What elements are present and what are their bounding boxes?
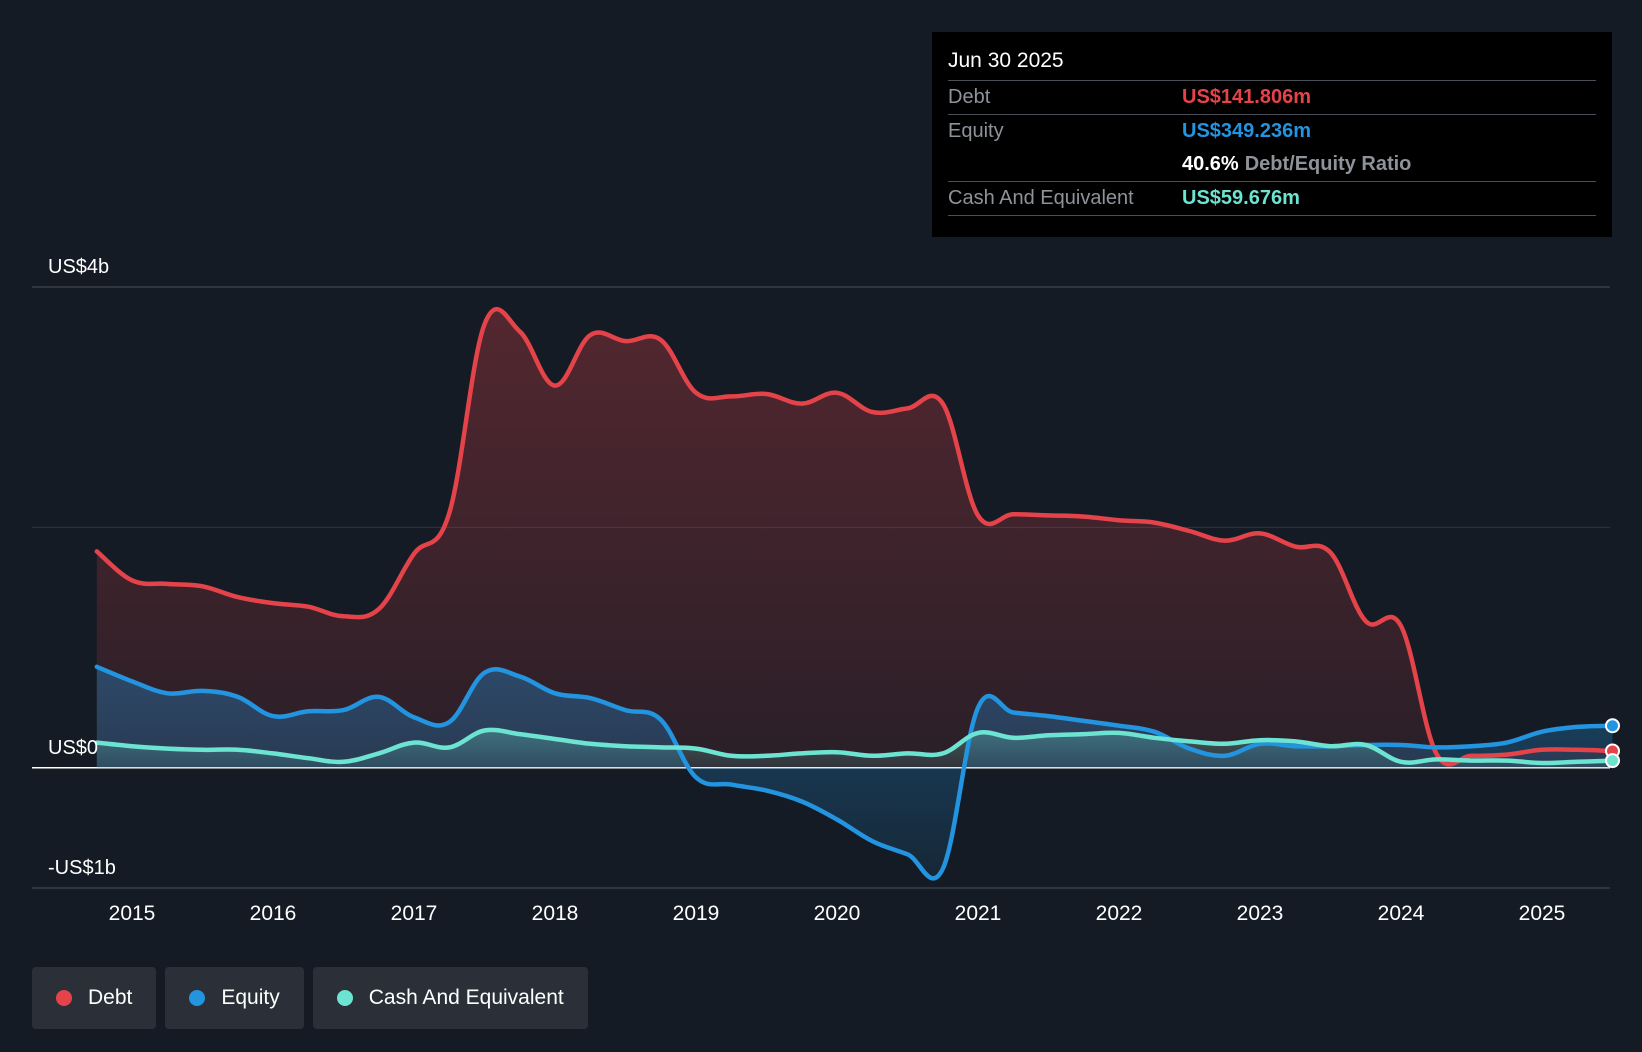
equity-endpoint[interactable] [1605, 718, 1620, 734]
legend-label-debt: Debt [88, 986, 133, 1009]
x-tick-label: 2020 [814, 902, 861, 925]
equity-dot-icon [189, 990, 206, 1006]
series-endpoints [1605, 718, 1620, 769]
y-tick-label: US$0 [48, 737, 98, 759]
tooltip-ratio-row: 40.6% Debt/Equity Ratio [948, 148, 1596, 181]
cash-line [94, 727, 1615, 766]
x-tick-label: 2023 [1237, 902, 1284, 925]
x-axis-ticks: 2015 2016 2017 2018 2019 2020 2021 2022 2023 2024… [109, 902, 1566, 925]
x-tick-label: 2021 [955, 902, 1002, 925]
x-tick-label: 2017 [391, 902, 438, 925]
legend-item-cash[interactable]: Cash And Equivalent [312, 967, 588, 1029]
y-tick-label: US$4b [48, 256, 109, 278]
legend-item-equity[interactable]: Equity [165, 967, 304, 1029]
chart-legend: Debt Equity Cash And Equivalent [32, 967, 588, 1029]
x-tick-label: 2015 [109, 902, 156, 925]
tooltip-equity-label: Equity [948, 120, 1004, 142]
tooltip-equity-value: US$349.236m [1182, 120, 1311, 142]
debt-dot-icon [56, 990, 72, 1006]
tooltip-debt-value: US$141.806m [1182, 86, 1311, 108]
series-lines [94, 307, 1615, 881]
debt-area [96, 309, 1613, 768]
legend-label-equity: Equity [221, 986, 280, 1009]
tooltip-equity-row: Equity US$349.236m [948, 114, 1596, 148]
x-tick-label: 2025 [1519, 902, 1566, 925]
y-axis-ticks: US$4b US$0 -US$1b [48, 256, 116, 879]
x-tick-label: 2019 [673, 902, 720, 925]
x-tick-label: 2016 [250, 902, 297, 925]
cash-endpoint[interactable] [1605, 753, 1620, 769]
x-tick-label: 2018 [532, 902, 579, 925]
legend-item-debt[interactable]: Debt [32, 967, 157, 1029]
cash-area [96, 729, 1613, 768]
x-tick-label: 2022 [1096, 902, 1143, 925]
tooltip-ratio-label: Debt/Equity Ratio [1244, 153, 1412, 175]
series-areas [96, 309, 1613, 879]
tooltip-date: Jun 30 2025 [948, 49, 1064, 72]
tooltip-debt-label: Debt [948, 86, 991, 108]
y-tick-label: -US$1b [48, 857, 116, 879]
debt-line [94, 307, 1615, 767]
cash-dot-icon [336, 990, 353, 1006]
equity-area [96, 666, 1613, 879]
tooltip-cash-row: Cash And Equivalent US$59.676m [948, 181, 1596, 216]
tooltip-ratio-value: 40.6% [1182, 153, 1239, 175]
legend-label-cash: Cash And Equivalent [368, 986, 564, 1009]
tooltip-debt-row: Debt US$141.806m [948, 80, 1596, 114]
data-tooltip: Jun 30 2025 Debt US$141.806m Equity US$3… [932, 32, 1612, 237]
x-tick-label: 2024 [1378, 902, 1425, 925]
tooltip-cash-value: US$59.676m [1182, 187, 1300, 209]
tooltip-cash-label: Cash And Equivalent [948, 187, 1134, 209]
